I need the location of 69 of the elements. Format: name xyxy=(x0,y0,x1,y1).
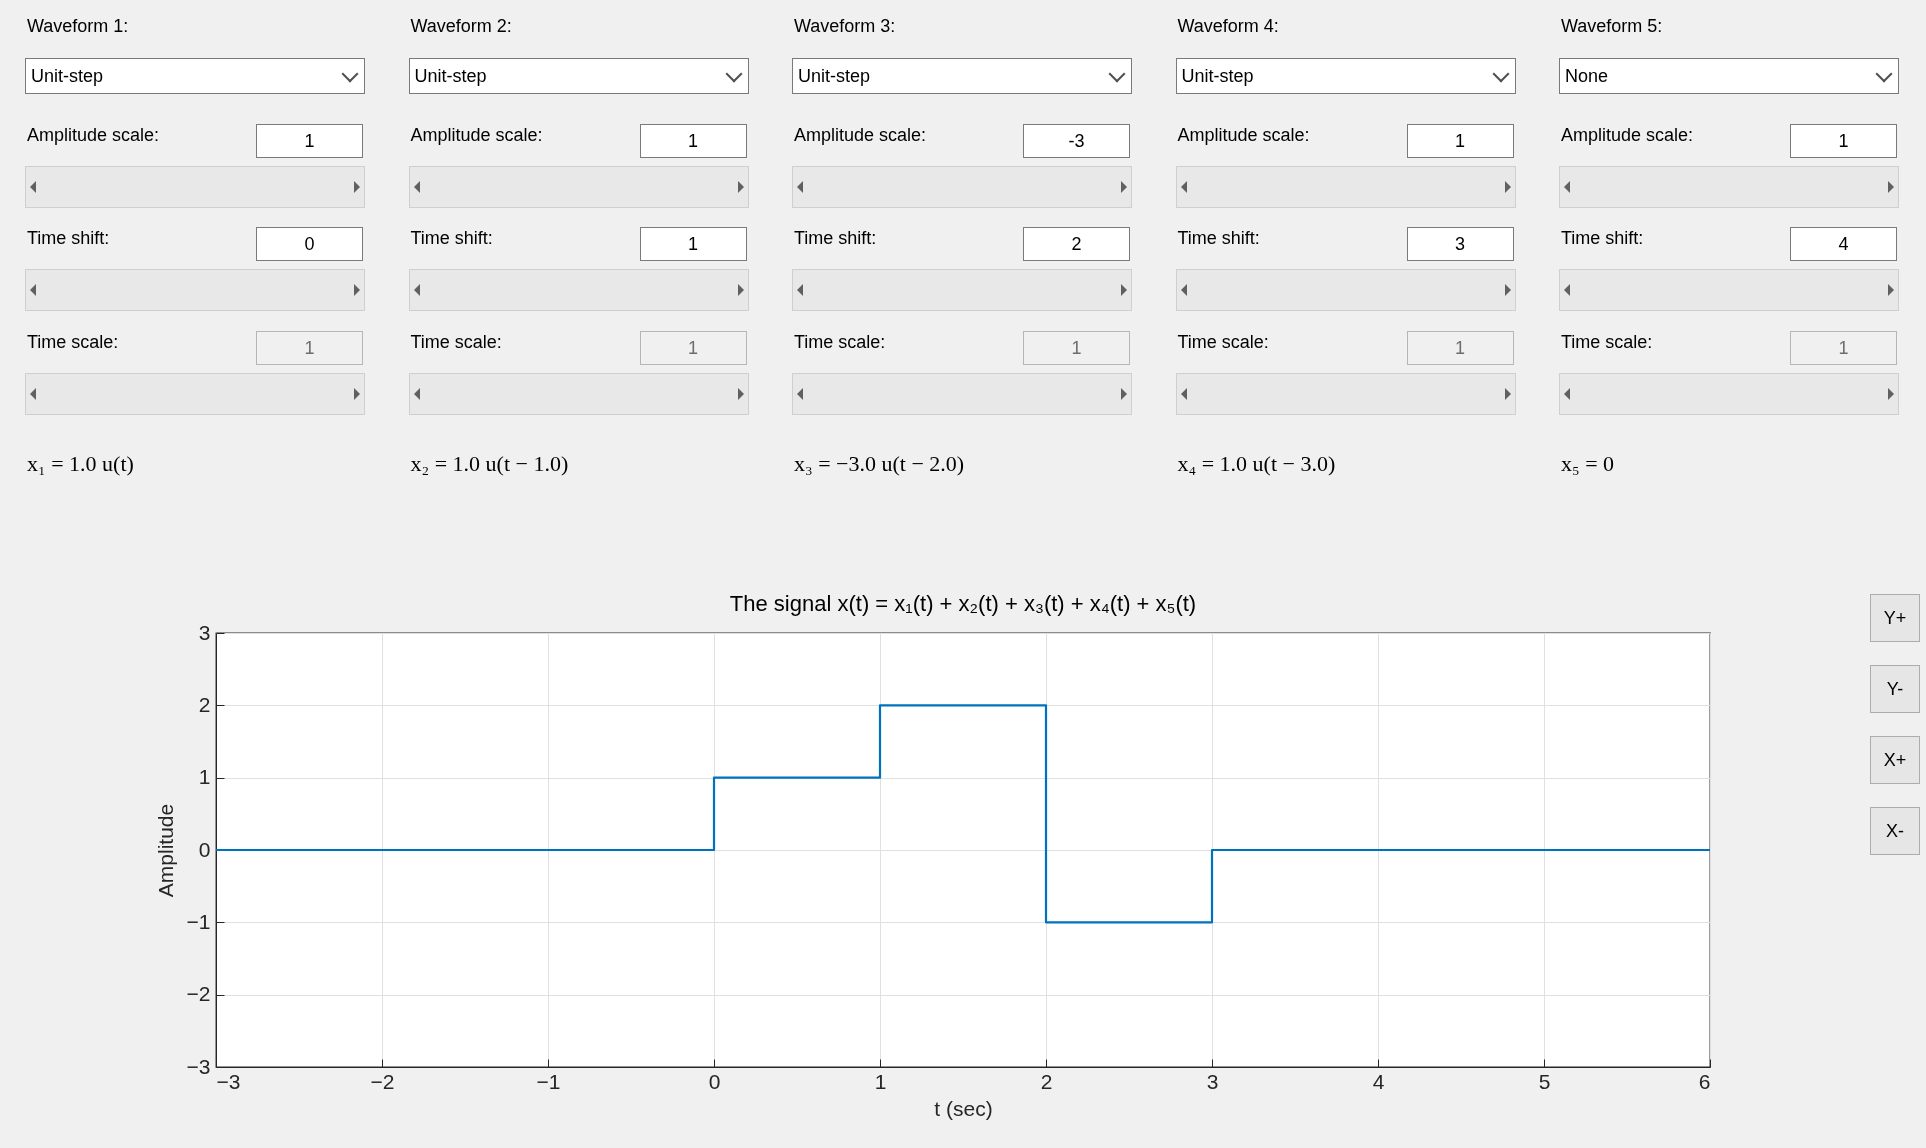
x-axis-title: t (sec) xyxy=(934,1096,993,1120)
text-field: 1 xyxy=(256,124,363,158)
text-field: 1 xyxy=(256,331,363,365)
y-tick-label: −3 xyxy=(186,1054,211,1078)
y-tick-label: 2 xyxy=(198,692,211,716)
text: Time shift: xyxy=(1177,228,1260,249)
y-tick-label: 1 xyxy=(198,765,211,789)
y-tick-label: 0 xyxy=(198,837,211,861)
text: Time shift: xyxy=(794,228,877,249)
text: Time shift: xyxy=(27,228,110,249)
text-field: 1 xyxy=(639,227,747,261)
text-field: 1 xyxy=(639,124,747,158)
x-tick-label: −2 xyxy=(370,1069,395,1093)
text: Waveform 2: xyxy=(410,16,512,37)
button: Y+ xyxy=(1870,594,1920,642)
text-field: 4 xyxy=(1790,227,1897,261)
dropdown: Unit-step xyxy=(408,58,749,94)
text: Waveform 5: xyxy=(1561,16,1663,37)
text: Amplitude scale: xyxy=(1561,125,1694,146)
text: Time scale: xyxy=(410,332,502,353)
button: X+ xyxy=(1870,736,1920,784)
text: x₄ = 1.0 u(t − 3.0) xyxy=(1177,451,1336,477)
button: X- xyxy=(1870,807,1920,855)
dropdown: Unit-step xyxy=(1175,58,1516,94)
y-tick-label: −1 xyxy=(186,909,211,933)
x-tick-label: 3 xyxy=(1206,1069,1219,1093)
text: x₁ = 1.0 u(t) xyxy=(27,451,134,477)
text: Amplitude scale: xyxy=(27,125,160,146)
y-tick-label: −2 xyxy=(186,982,211,1006)
x-tick-label: 4 xyxy=(1372,1069,1385,1093)
text-field: 0 xyxy=(256,227,363,261)
x-tick-label: 1 xyxy=(874,1069,887,1093)
text: Time scale: xyxy=(27,332,119,353)
text: Amplitude scale: xyxy=(1177,125,1310,146)
y-tick-label: 3 xyxy=(198,620,211,644)
x-tick-label: 0 xyxy=(708,1069,721,1093)
chart-title: The signal x(t) = x₁(t) + x₂(t) + x₃(t) + x₄(t) + x₅(t) xyxy=(729,591,1197,616)
text: Time scale: xyxy=(794,332,886,353)
text-field: 1 xyxy=(1790,124,1897,158)
text: Time shift: xyxy=(1561,228,1644,249)
text-field: 1 xyxy=(639,331,747,365)
text-field: 1 xyxy=(1790,331,1897,365)
text-field: -3 xyxy=(1023,124,1130,158)
y-axis-title: Amplitude xyxy=(153,803,177,898)
dropdown: Unit-step xyxy=(25,58,365,94)
text-field: 1 xyxy=(1023,331,1130,365)
text: Time scale: xyxy=(1177,332,1269,353)
text: x₂ = 1.0 u(t − 1.0) xyxy=(410,451,569,477)
x-tick-label: 5 xyxy=(1538,1069,1551,1093)
dropdown: None xyxy=(1559,58,1899,94)
text: Amplitude scale: xyxy=(410,125,543,146)
x-tick-label: −1 xyxy=(536,1069,561,1093)
button: Y- xyxy=(1870,665,1920,713)
text: Waveform 1: xyxy=(27,16,129,37)
text-field: 1 xyxy=(1406,124,1514,158)
text-field: 3 xyxy=(1406,227,1514,261)
text-field: 1 xyxy=(1406,331,1514,365)
text-field: 2 xyxy=(1023,227,1130,261)
text: x₅ = 0 xyxy=(1561,451,1615,477)
text: Amplitude scale: xyxy=(794,125,927,146)
text: Time shift: xyxy=(410,228,493,249)
x-tick-label: 6 xyxy=(1698,1069,1711,1093)
dropdown: Unit-step xyxy=(792,58,1132,94)
text: Waveform 4: xyxy=(1177,16,1279,37)
text: Waveform 3: xyxy=(794,16,896,37)
text: Time scale: xyxy=(1561,332,1653,353)
x-tick-label: 2 xyxy=(1040,1069,1053,1093)
text: x₃ = −3.0 u(t − 2.0) xyxy=(794,451,965,477)
x-tick-label: −3 xyxy=(216,1069,241,1093)
